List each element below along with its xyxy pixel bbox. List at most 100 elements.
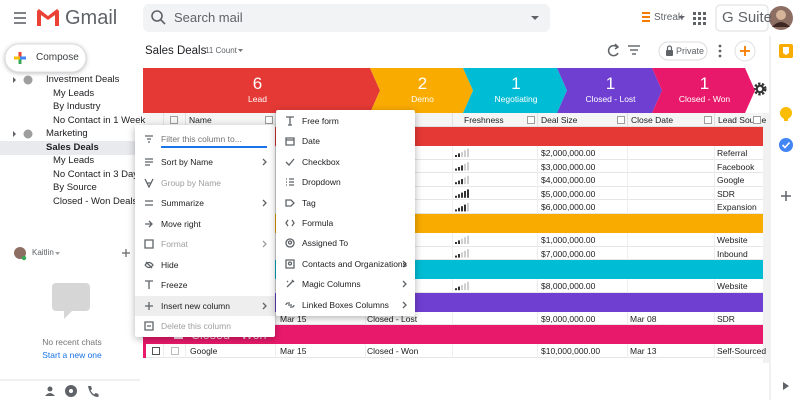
column-menu-item[interactable]: Freeze [135, 275, 275, 295]
stage-count: 6 [252, 74, 263, 93]
menu-item-label[interactable]: Insert new column [161, 300, 230, 311]
column-menu-toggle[interactable] [265, 116, 273, 124]
filter-row[interactable]: Filter this column to... [135, 129, 275, 149]
stage-chevron[interactable] [652, 68, 755, 113]
pipeline-name[interactable]: Sales Deals [46, 141, 99, 153]
table-row[interactable] [143, 173, 763, 187]
menu-item-label[interactable]: Group by Name [161, 177, 221, 188]
menu-item-label[interactable]: Free form [302, 116, 339, 126]
icon-glyph [285, 219, 295, 227]
column-header[interactable]: Deal Size [541, 115, 578, 125]
search-placeholder[interactable]: Search mail [174, 10, 243, 25]
chat-add[interactable] [122, 249, 130, 257]
menu-icon[interactable] [14, 12, 26, 24]
view-name[interactable]: My Leads [53, 87, 95, 99]
column-menu-item[interactable]: Summarize [135, 193, 275, 213]
menu-item-label[interactable]: Delete this column [161, 321, 231, 331]
privacy-label[interactable]: Private [676, 46, 705, 56]
menu-item-label[interactable]: Assigned To [302, 238, 349, 249]
pipeline-name[interactable]: Investment Deals [46, 74, 120, 85]
menu-item-label[interactable]: Summarize [161, 198, 204, 208]
table-row[interactable] [143, 279, 763, 293]
insert-menu-item[interactable]: Dropdown [276, 172, 415, 192]
menu-item-label[interactable]: Sort by Name [161, 157, 213, 167]
insert-menu-item[interactable]: Free form [276, 111, 415, 131]
pipeline-settings[interactable] [753, 82, 767, 96]
view-name[interactable]: Closed - Won Deals [53, 195, 138, 207]
insert-menu-item[interactable]: Contacts and Organizations [276, 254, 415, 274]
column-menu-item[interactable]: Hide [135, 255, 275, 275]
table-row[interactable] [143, 200, 763, 214]
column-header[interactable]: Name [189, 115, 212, 125]
table-row[interactable] [143, 187, 763, 201]
menu-item-label[interactable]: Linked Boxes Columns [302, 299, 389, 310]
chat-start[interactable]: Start a new one [42, 350, 102, 360]
insert-menu-item[interactable]: Checkbox [276, 152, 415, 172]
column-menu-toggle[interactable] [753, 116, 761, 124]
stage-chevron[interactable] [370, 68, 473, 113]
apps-grid[interactable] [693, 12, 706, 25]
view-name[interactable]: No Contact in 1 Week [53, 114, 146, 126]
search-box[interactable] [143, 4, 550, 32]
column-menu-item[interactable]: Delete this column [135, 316, 275, 336]
menu-item-label[interactable]: Hide [161, 259, 179, 270]
select-all-checkbox[interactable] [170, 116, 178, 124]
menu-item-label[interactable]: Dropdown [302, 177, 341, 188]
column-menu-toggle[interactable] [617, 116, 625, 124]
table-row[interactable] [143, 312, 763, 326]
column-menu-item[interactable]: Move right [135, 214, 275, 234]
filter-icon[interactable] [628, 45, 640, 55]
insert-menu-item[interactable]: Linked Boxes Columns [276, 295, 415, 315]
table-row[interactable] [143, 160, 763, 174]
insert-menu-item[interactable]: Magic Columns [276, 274, 415, 294]
column-menu-item[interactable]: Insert new column [135, 296, 275, 316]
column-header[interactable]: Close Date [631, 115, 674, 125]
view-name[interactable]: No Contact in 3 Days [53, 168, 143, 180]
row-checkbox[interactable] [171, 347, 179, 356]
view-name[interactable]: By Industry [53, 101, 101, 112]
menu-item-label[interactable]: Move right [161, 218, 201, 229]
stage-chevron[interactable] [463, 68, 567, 113]
menu-item-label[interactable]: Format [161, 239, 188, 249]
add-box-button[interactable] [734, 40, 756, 62]
chat-footer-icons[interactable] [45, 385, 99, 397]
compose-label[interactable]: Compose [36, 52, 79, 63]
box-count[interactable]: 11 Count [205, 46, 237, 55]
search-options[interactable] [531, 16, 539, 20]
view-name[interactable]: By Source [53, 182, 97, 193]
menu-item-label[interactable]: Contacts and Organizations [302, 258, 407, 269]
menu-item-label[interactable]: Checkbox [302, 156, 340, 167]
avatar[interactable] [769, 6, 793, 30]
view-name[interactable]: My Leads [53, 155, 95, 166]
menu-item-label[interactable]: Freeze [161, 280, 188, 290]
insert-menu-item[interactable]: Formula [276, 213, 415, 233]
menu-item-label[interactable]: Tag [302, 197, 316, 208]
stage-chevron[interactable] [557, 68, 662, 113]
extension-name[interactable]: Streak [654, 12, 683, 23]
table-row[interactable] [143, 247, 763, 261]
side-rail-icons[interactable] [779, 44, 793, 390]
stage-chevron[interactable] [143, 68, 380, 113]
table-row[interactable] [143, 233, 763, 247]
menu-item-label[interactable]: Formula [302, 218, 334, 228]
column-header[interactable]: Lead Source [718, 115, 767, 125]
compose-button[interactable] [4, 43, 87, 73]
filter-placeholder[interactable]: Filter this column to... [161, 134, 242, 144]
column-header[interactable]: Freshness [464, 115, 504, 125]
column-menu-toggle[interactable] [527, 116, 535, 124]
column-menu-item[interactable]: Group by Name [135, 173, 275, 193]
column-menu-item[interactable]: Sort by Name [135, 152, 275, 172]
insert-menu-item[interactable]: Assigned To [276, 233, 415, 253]
pipeline-name[interactable]: Marketing [46, 128, 88, 139]
column-menu-toggle[interactable] [704, 116, 712, 124]
row-open-icon[interactable] [152, 347, 160, 356]
insert-menu-item[interactable]: Date [276, 131, 415, 151]
table-row[interactable] [143, 146, 763, 160]
column-menu-item[interactable]: Format [135, 234, 275, 254]
refresh-icon[interactable] [607, 43, 620, 57]
menu-item-label[interactable]: Magic Columns [302, 279, 361, 290]
menu-item-label[interactable]: Date [302, 136, 320, 147]
table-row[interactable] [143, 344, 763, 358]
more-icon[interactable] [718, 44, 722, 58]
insert-menu-item[interactable]: Tag [276, 193, 415, 213]
